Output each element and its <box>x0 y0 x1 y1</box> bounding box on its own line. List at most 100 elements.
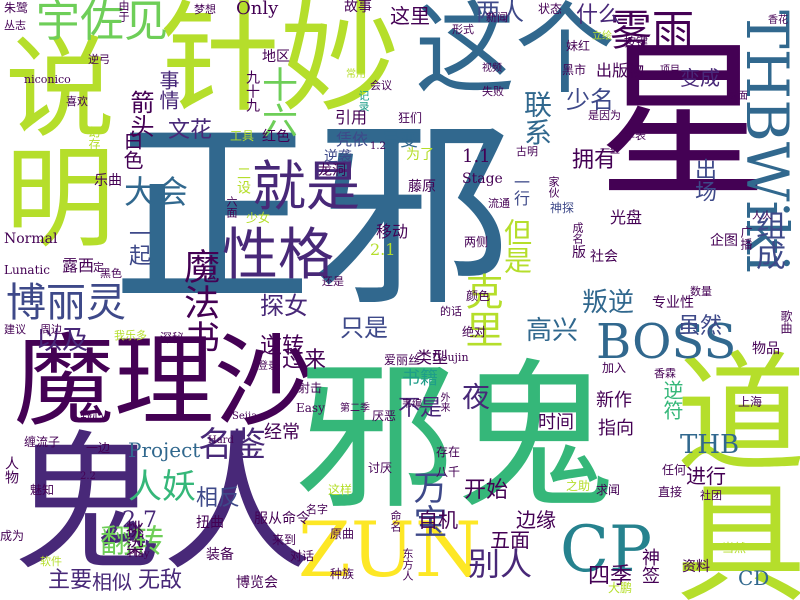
word: 立绘 <box>592 31 612 42</box>
word: 软件 <box>40 555 62 568</box>
word: 高兴 <box>526 316 579 346</box>
word: 会议 <box>370 79 392 92</box>
word: 魔法书 <box>178 248 219 356</box>
word: 存在 <box>436 445 461 459</box>
word: 封面 <box>728 91 748 102</box>
word: 这个 <box>415 0 615 108</box>
word: 宇佐见 <box>36 0 168 47</box>
word: 按键 <box>624 35 649 49</box>
word: 九十九 <box>244 70 260 112</box>
word: 事情 <box>156 70 180 110</box>
word: BOSS <box>596 314 737 370</box>
word: 数量 <box>690 285 712 298</box>
word: 狂们 <box>398 111 423 125</box>
word: 星 <box>598 24 769 222</box>
word: 十六 <box>256 66 297 138</box>
word: CD <box>738 566 770 590</box>
word: 两人 <box>476 0 524 26</box>
word: 过来 <box>282 348 327 373</box>
word: 人妖 <box>128 467 196 507</box>
word: 万宝 <box>407 470 447 538</box>
word: 叛逆 <box>582 288 635 318</box>
word: 藤原 <box>408 179 436 195</box>
word: 成为 <box>0 529 25 543</box>
word: 只是 <box>340 314 388 342</box>
word: 为了 <box>406 147 434 163</box>
word: 雾雨 <box>610 6 695 55</box>
word: 少女 <box>246 211 271 225</box>
word: 深秘 <box>160 331 185 345</box>
word: 状态 <box>538 2 563 16</box>
word: 2.7 <box>122 508 157 533</box>
word: 主要 <box>48 568 93 593</box>
word: 性格 <box>222 223 334 288</box>
word: 视频 <box>482 63 502 74</box>
word: 类型 <box>416 348 449 367</box>
word: Project <box>128 438 201 462</box>
word: 社会 <box>590 249 618 265</box>
word: 的话 <box>440 305 462 318</box>
word: 由于 <box>117 0 130 22</box>
word: 当然 <box>722 541 747 555</box>
word: 服从命令 <box>254 511 310 527</box>
word: 就是 <box>252 155 360 218</box>
word: 地区 <box>262 49 290 65</box>
word: 博丽灵 <box>6 280 126 326</box>
word: 外来 <box>438 392 449 412</box>
word: 神签 <box>639 548 660 584</box>
word: 古明 <box>516 145 538 158</box>
word: 黑色 <box>100 267 122 280</box>
word: 之助 <box>566 479 591 493</box>
word: 周边 <box>40 323 62 336</box>
word: CP <box>560 513 653 587</box>
word: 书籍 <box>402 368 438 389</box>
word: 说明 <box>0 30 114 250</box>
word: 常用 <box>346 69 366 80</box>
word: 形式 <box>452 23 474 36</box>
word: 企图 <box>710 233 738 249</box>
word: niconico <box>24 73 71 86</box>
word: 一起 <box>125 222 150 266</box>
word: 社团 <box>700 489 722 502</box>
word: 朱鹭 <box>4 1 29 15</box>
word: THB <box>680 430 740 460</box>
word: 喜欢 <box>66 95 88 108</box>
word: 边缘 <box>516 508 556 532</box>
word: 两侧 <box>464 235 489 249</box>
word: 名鉴 <box>198 425 266 465</box>
word: 出版物 <box>596 61 645 80</box>
word: 扭曲 <box>196 515 224 531</box>
word: Stage <box>462 171 503 187</box>
word: 时间 <box>538 412 574 433</box>
word: ZUN <box>298 505 482 594</box>
word: 绝对 <box>462 325 487 339</box>
word: 原曲 <box>330 527 355 541</box>
word: 针妙 <box>160 0 400 129</box>
word: 新作 <box>596 390 632 411</box>
word: 逆转 <box>260 334 305 359</box>
word: 自机 <box>418 508 458 532</box>
word: 指向 <box>598 418 634 439</box>
word: 挑染 <box>123 520 144 556</box>
word: 出场 <box>691 158 716 202</box>
word: 但是 <box>500 218 533 274</box>
word: 什么 <box>576 3 621 28</box>
word: 登录 <box>258 361 278 372</box>
word: Only <box>236 0 279 19</box>
word: Easy <box>296 401 325 415</box>
word: 来到 <box>272 533 297 547</box>
word: 失败 <box>482 85 504 98</box>
word: 相反 <box>196 486 241 511</box>
word: 经常 <box>264 422 300 443</box>
word: Hard <box>208 435 234 446</box>
word: 名字 <box>306 503 328 516</box>
word: 不是 <box>398 396 443 421</box>
word: 红色 <box>262 129 290 145</box>
word: Play <box>128 549 150 560</box>
word: 缠流子 <box>24 435 61 449</box>
word: 无敌 <box>138 568 183 593</box>
word: 博览会 <box>236 575 278 591</box>
word: 文花 <box>168 118 213 143</box>
word: 光盘 <box>610 208 643 227</box>
word: 少名 <box>566 86 614 114</box>
